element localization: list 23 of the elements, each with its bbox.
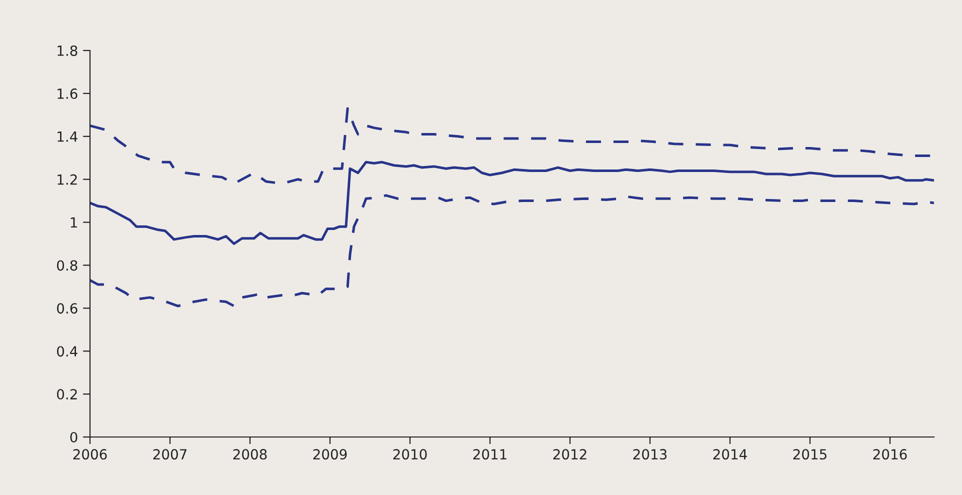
y-tick-label: 1.4 (58, 132, 78, 142)
y-tick-label: 0.4 (57, 346, 78, 357)
x-tick-label: 2012 (553, 449, 586, 460)
y-tick-label: 0.8 (57, 260, 78, 271)
y-tick-label: 0.6 (57, 303, 78, 314)
x-tick-label: 2011 (473, 449, 506, 460)
y-tick-label: 1.2 (58, 174, 77, 185)
x-tick-label: 2016 (873, 449, 907, 460)
x-tick-label: 2015 (793, 449, 826, 460)
x-tick-label: 2009 (313, 449, 347, 460)
x-tick-label: 2010 (393, 449, 427, 460)
y-tick-label: 1.6 (58, 88, 78, 99)
y-tick-label: 1 (70, 217, 77, 228)
x-tick-label: 2008 (233, 449, 267, 460)
line-series (90, 194, 934, 308)
x-tick-label: 2013 (633, 449, 667, 460)
y-tick-label: 0.2 (57, 389, 77, 400)
x-tick-label: 2007 (153, 449, 186, 460)
y-tick-label: 1.8 (58, 45, 78, 56)
x-tick-label: 2006 (73, 449, 107, 460)
y-tick-label: 0 (70, 432, 78, 442)
x-tick-label: 2014 (713, 449, 747, 460)
line-series (90, 160, 934, 245)
